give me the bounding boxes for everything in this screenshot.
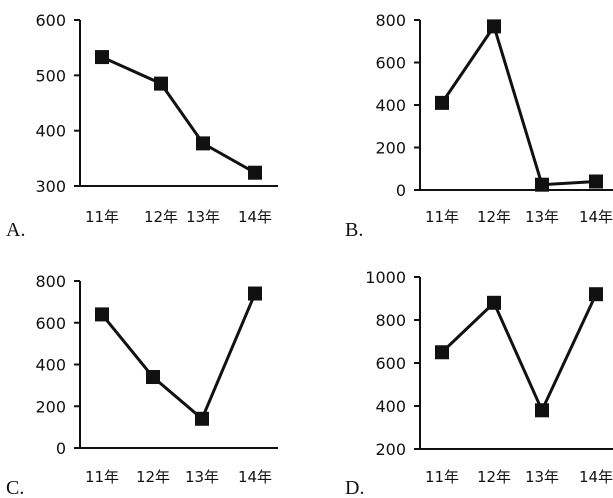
data-point-marker	[154, 76, 168, 91]
y-tick-label: 800	[35, 272, 66, 291]
y-tick-label: 500	[35, 66, 66, 85]
data-point-marker	[195, 411, 209, 426]
series-line	[440, 22, 597, 187]
x-tick-label: 12年	[144, 208, 178, 226]
chart-panel-1: 300 400 500 600 11年 12年 13年 14年 A.	[6, 11, 278, 241]
x-tick-label: 13年	[186, 208, 220, 226]
y-tick-label: 600	[375, 54, 406, 73]
data-point-marker	[248, 165, 262, 180]
data-point-marker	[589, 287, 603, 302]
x-tick-label: 11年	[85, 208, 119, 226]
y-tick-label: 400	[35, 356, 66, 375]
chart-panel-3: 0 200 400 600 800 11年 12年 13年 14年 C.	[6, 272, 278, 498]
x-tick-label: 11年	[425, 208, 459, 226]
data-point-marker	[589, 174, 603, 189]
data-point-marker	[196, 136, 210, 151]
chart-panel-4: 200 400 600 800 1000 11年 12年 13年 14年 D.	[345, 268, 613, 498]
data-point-marker	[95, 50, 109, 65]
y-tick-label: 200	[375, 139, 406, 158]
y-tick-label: 400	[35, 122, 66, 141]
y-tick-label: 600	[375, 354, 406, 373]
data-point-marker	[487, 295, 501, 310]
x-tick-label: 14年	[579, 468, 613, 486]
data-point-marker	[487, 19, 501, 34]
y-tick-label: 0	[56, 439, 66, 458]
data-point-marker	[435, 95, 449, 110]
y-tick-label: 600	[35, 11, 66, 30]
data-point-marker	[435, 345, 449, 360]
data-point-marker	[535, 177, 549, 192]
y-tick-label: 400	[375, 397, 406, 416]
y-tick-label: 300	[35, 177, 66, 196]
x-tick-label: 13年	[525, 208, 559, 226]
x-tick-label: 14年	[579, 208, 613, 226]
series-line	[100, 292, 257, 422]
x-tick-label: 12年	[477, 468, 511, 486]
y-tick-label: 200	[35, 397, 66, 416]
x-tick-label: 14年	[238, 468, 272, 486]
y-tick-label: 1000	[365, 268, 406, 287]
y-tick-label: 800	[375, 311, 406, 330]
data-point-marker	[146, 370, 160, 385]
y-tick-label: 0	[396, 181, 406, 200]
x-tick-label: 14年	[238, 208, 272, 226]
x-tick-label: 11年	[425, 468, 459, 486]
series-line	[440, 293, 598, 414]
y-tick-label: 800	[375, 11, 406, 30]
data-point-marker	[95, 307, 109, 322]
data-point-marker	[248, 286, 262, 301]
x-tick-label: 11年	[85, 468, 119, 486]
y-tick-label: 600	[35, 314, 66, 333]
x-tick-label: 12年	[477, 208, 511, 226]
chart-panel-2: 0 200 400 600 800 11年 12年 13年 14年 B.	[345, 11, 613, 241]
x-tick-label: 13年	[525, 468, 559, 486]
y-tick-label: 400	[375, 96, 406, 115]
x-tick-label: 13年	[185, 468, 219, 486]
panel-label: C.	[6, 477, 24, 498]
panel-label: A.	[6, 219, 25, 241]
y-tick-label: 200	[375, 440, 406, 459]
panel-label: B.	[345, 219, 363, 241]
x-tick-label: 12年	[136, 468, 170, 486]
series-line	[101, 55, 256, 175]
data-point-marker	[535, 403, 549, 418]
panel-label: D.	[345, 477, 364, 498]
